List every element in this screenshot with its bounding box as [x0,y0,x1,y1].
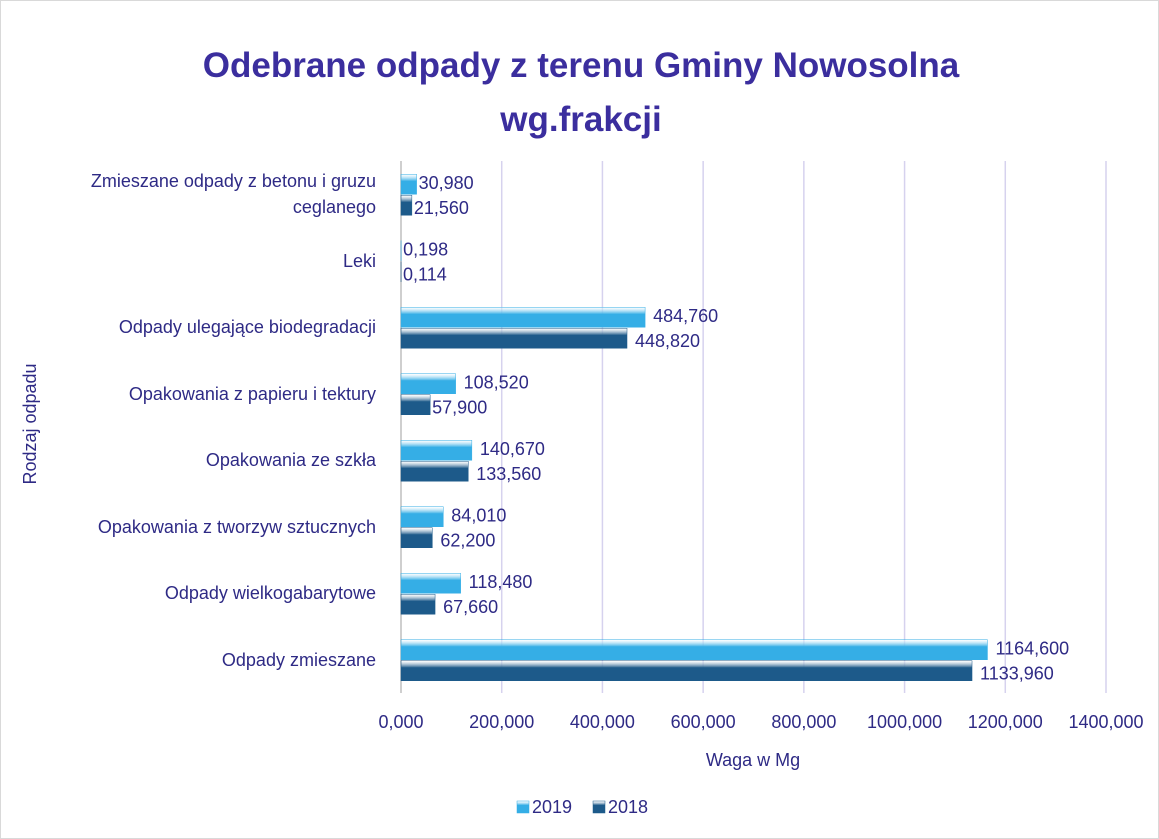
bar [400,440,473,461]
bar [400,461,469,482]
bar [400,328,628,349]
legend-label: 2019 [532,797,572,817]
bar [400,373,456,394]
data-label: 133,560 [476,464,541,484]
data-label: 57,900 [432,398,487,418]
data-label: 118,480 [469,572,533,592]
y-tick-label: Leki [342,250,376,271]
x-axis-label: Waga w Mg [706,750,800,770]
bar [400,639,988,660]
bar [400,506,444,527]
x-tick-label: 200,000 [469,712,534,732]
data-label: 484,760 [653,306,718,326]
data-label: 108,520 [464,373,529,393]
data-label: 0,198 [403,240,448,260]
y-tick-label: Opakowania z tworzyw sztucznych [97,516,376,537]
y-tick-label: Opakowania z papieru i tektury [128,383,376,404]
data-label: 448,820 [635,331,700,351]
chart-title: Odebrane odpady z terenu Gminy Nowosolna… [202,46,960,139]
bar [400,660,973,681]
data-label: 62,200 [440,531,495,551]
data-label: 30,980 [419,173,474,193]
x-tick-label: 400,000 [570,712,635,732]
bar [400,195,413,216]
legend-marker [516,800,530,814]
y-axis-label: Rodzaj odpadu [20,363,40,484]
bar [400,174,417,195]
x-tick-label: 1400,000 [1068,712,1143,732]
data-label: 67,660 [443,597,498,617]
data-label: 1133,960 [980,664,1054,684]
legend-marker [592,800,606,814]
y-tick-label: Odpady wielkogabarytowe [164,583,376,604]
bar [400,394,431,415]
data-label: 0,114 [403,265,447,285]
data-label: 21,560 [414,198,469,218]
x-tick-label: 800,000 [771,712,836,732]
y-tick-label: Zmieszane odpady z betonu i gruzu ceglan… [90,171,376,218]
bar [400,307,646,328]
legend-label: 2018 [608,797,648,817]
x-tick-label: 1000,000 [867,712,942,732]
x-tick-label: 1200,000 [968,712,1043,732]
data-label: 1164,600 [995,639,1069,659]
data-label: 84,010 [451,506,506,526]
bar [400,594,436,615]
data-label: 140,670 [480,439,545,459]
bar [400,527,433,548]
x-tick-label: 0,000 [378,712,423,732]
y-tick-label: Odpady zmieszane [221,649,376,670]
bar [400,573,461,594]
y-tick-label: Opakowania ze szkła [205,450,376,471]
x-tick-label: 600,000 [671,712,736,732]
y-tick-label: Odpady ulegające biodegradacji [118,317,376,338]
